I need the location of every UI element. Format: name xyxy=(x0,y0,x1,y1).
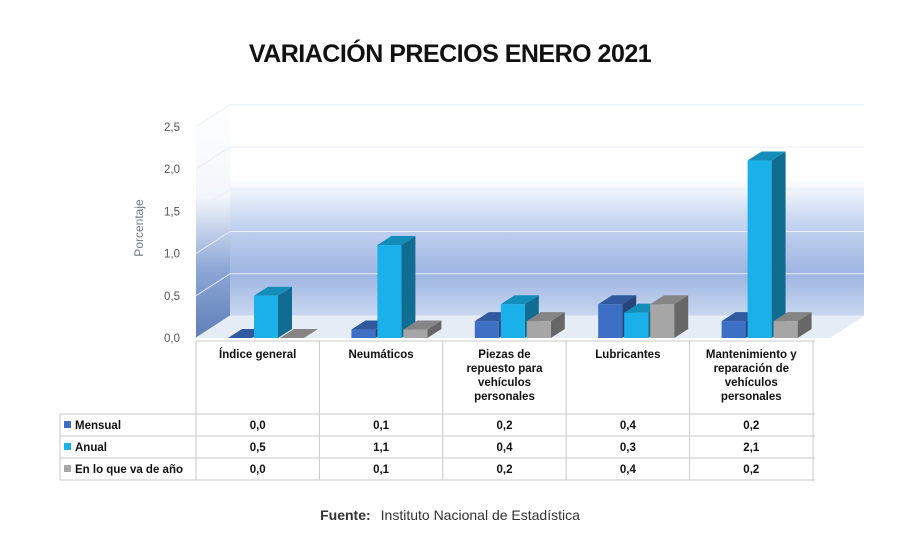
category-label-line: repuesto para xyxy=(466,363,543,375)
bar-front xyxy=(377,245,402,338)
legend-label: Anual xyxy=(75,442,107,454)
bar-front xyxy=(598,304,623,338)
bar-top xyxy=(500,295,539,305)
gridline-side xyxy=(195,315,231,339)
table-cell: 0,4 xyxy=(497,442,514,454)
legend-label: En lo que va de año xyxy=(75,464,183,476)
category-label: Piezas de repuesto para vehículos personale… xyxy=(443,348,566,404)
category-label-line: Neumáticos xyxy=(348,349,414,361)
bar-front xyxy=(351,329,376,338)
y-tick-label: 2,5 xyxy=(164,122,180,134)
table-cell: 0,0 xyxy=(250,420,266,432)
side-wall xyxy=(196,104,230,338)
bar-top xyxy=(377,236,416,246)
category-label: Neumáticos xyxy=(319,348,442,362)
bar-front xyxy=(650,304,675,338)
bar-front xyxy=(747,160,772,338)
bar-side xyxy=(278,286,292,338)
y-tick-label: 0,0 xyxy=(164,333,180,345)
category-label-line: Piezas de xyxy=(478,349,531,361)
y-tick-label: 0,5 xyxy=(164,291,180,303)
bar-top xyxy=(254,286,292,296)
table-cell: 0,4 xyxy=(620,420,637,432)
bar-front xyxy=(526,321,551,338)
y-tick-label: 1,5 xyxy=(164,206,180,218)
bar-top xyxy=(747,151,786,161)
bar-front xyxy=(721,321,746,338)
bar-top xyxy=(403,320,442,330)
table-cell: 0,1 xyxy=(373,420,390,432)
table-cell: 0,2 xyxy=(743,420,759,432)
category-label: Mantenimiento y reparación de vehículos per… xyxy=(690,348,813,404)
data-table: Mensual 0,0 0,1 0,2 0,4 0,2 Anual 0,5 1,1 0,4 0,3 2… xyxy=(59,340,815,481)
bar-side xyxy=(401,236,416,338)
category-label-line: Mantenimiento y xyxy=(705,349,797,361)
bar xyxy=(280,329,318,338)
category-label: Índice general xyxy=(196,348,319,362)
bar-front xyxy=(474,321,499,338)
table-cell: 1,1 xyxy=(373,442,390,454)
bar-side xyxy=(427,320,442,338)
source-label: Fuente: xyxy=(320,507,371,523)
legend-key xyxy=(64,443,71,450)
bar-front xyxy=(254,295,278,338)
source-text: Instituto Nacional de Estadística xyxy=(380,507,580,523)
gridline-side xyxy=(195,146,231,170)
table-cell: 0,0 xyxy=(250,464,266,476)
bar-side xyxy=(674,295,689,338)
category-label-line: vehículos xyxy=(724,377,778,389)
table-cell: 0,5 xyxy=(250,442,267,454)
y-axis-label: Porcentaje xyxy=(132,199,146,257)
category-label: Lubricantes xyxy=(566,348,689,362)
table-cell: 2,1 xyxy=(743,442,760,454)
bar-side xyxy=(771,151,786,338)
chart-area: 0,0 0,5 1,0 1,5 2,0 2,5 Mensual 0,0 0,1 0,2 0,4 0,… xyxy=(59,104,864,481)
table-cell: 0,1 xyxy=(373,464,390,476)
y-tick-label: 1,0 xyxy=(164,249,180,261)
table-cell: 0,3 xyxy=(620,442,636,454)
legend-key xyxy=(64,465,71,472)
legend-label: Mensual xyxy=(75,420,121,432)
bar-top xyxy=(598,295,637,305)
category-label-line: personales xyxy=(720,391,782,403)
bars xyxy=(228,151,812,338)
bar-side xyxy=(797,312,812,338)
bar xyxy=(254,286,292,338)
y-tick-label: 2,0 xyxy=(164,164,180,176)
bar xyxy=(526,312,565,338)
bar-top xyxy=(650,295,689,305)
category-label-line: vehículos xyxy=(477,377,532,389)
source-note: Fuente: Instituto Nacional de Estadística xyxy=(0,507,900,523)
gridline-side xyxy=(195,273,231,297)
bar xyxy=(403,320,442,338)
table-cell: 0,4 xyxy=(620,464,637,476)
bar-side xyxy=(550,312,565,338)
category-label-line: personales xyxy=(474,391,535,403)
bar-front xyxy=(500,304,525,338)
bar-front xyxy=(403,329,428,338)
bar xyxy=(650,295,689,338)
gridline-side xyxy=(195,104,231,128)
y-axis: 0,0 0,5 1,0 1,5 2,0 2,5 xyxy=(164,122,180,345)
legend-key xyxy=(64,421,71,428)
bar-top xyxy=(526,312,565,322)
bar-top xyxy=(773,312,812,322)
bar xyxy=(377,236,416,338)
category-label-line: Lubricantes xyxy=(595,349,661,361)
gridline-side xyxy=(195,231,231,254)
gridline-side xyxy=(195,188,231,212)
bar-front xyxy=(773,321,798,338)
table-cell: 0,2 xyxy=(743,464,759,476)
category-label-line: Índice general xyxy=(219,349,297,361)
bar xyxy=(773,312,812,338)
table-cell: 0,2 xyxy=(497,464,513,476)
bar xyxy=(747,151,786,338)
table-cell: 0,2 xyxy=(497,420,513,432)
bar-front xyxy=(624,312,649,338)
chart-title: VARIACIÓN PRECIOS ENERO 2021 xyxy=(248,40,652,68)
bar-top xyxy=(280,329,318,338)
category-label-line: reparación de xyxy=(713,363,789,375)
